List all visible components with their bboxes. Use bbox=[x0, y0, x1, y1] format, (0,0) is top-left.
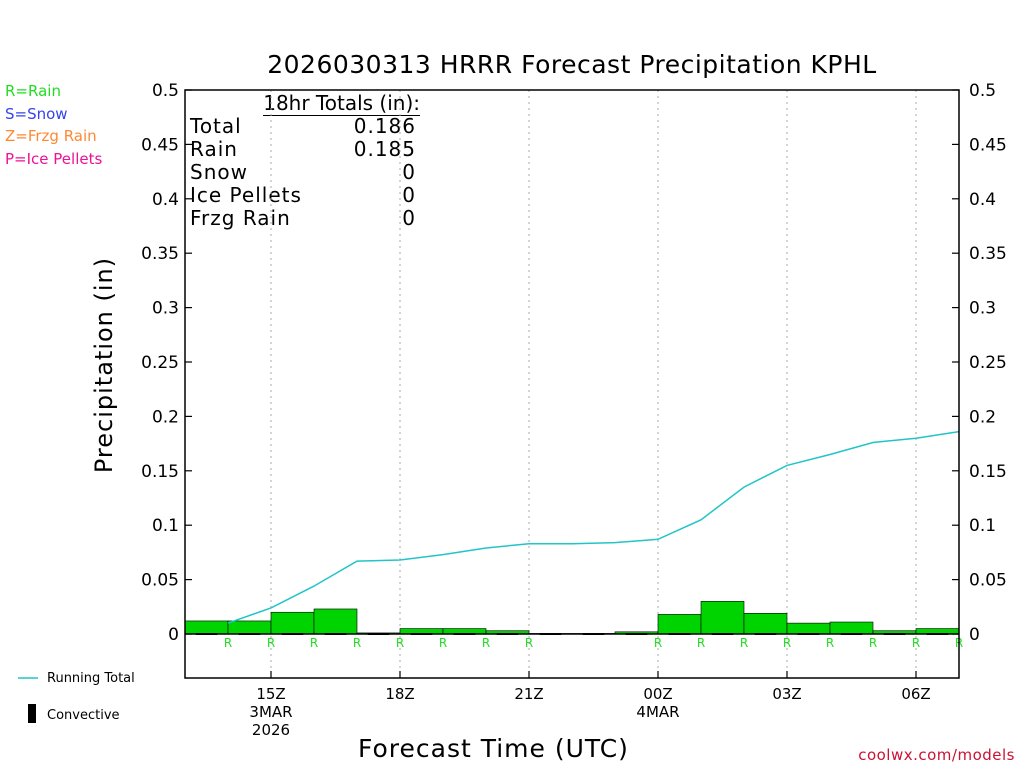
y-tick-label-left: 0.05 bbox=[141, 571, 179, 591]
ptype-marker: R bbox=[439, 636, 447, 650]
y-tick-label-left: 0.1 bbox=[152, 516, 179, 536]
x-tick-label: 21Z bbox=[514, 685, 543, 703]
y-tick-label-left: 0.3 bbox=[152, 299, 179, 319]
totals-row-label: Snow bbox=[190, 160, 248, 184]
y-tick-label-left: 0.45 bbox=[141, 135, 179, 155]
y-tick-label-right: 0.5 bbox=[969, 81, 996, 101]
plot-frame bbox=[184, 89, 960, 679]
y-tick-label-left: 0 bbox=[168, 625, 179, 645]
totals-row-value: 0 bbox=[402, 160, 416, 184]
x-tick-label: 4MAR bbox=[636, 703, 679, 721]
x-tick-label: 06Z bbox=[901, 685, 930, 703]
ptype-marker: R bbox=[224, 636, 232, 650]
ptype-legend-item: Z=Frzg Rain bbox=[5, 127, 97, 145]
precip-bar bbox=[227, 620, 272, 635]
ptype-marker: R bbox=[267, 636, 275, 650]
y-tick-label-left: 0.35 bbox=[141, 244, 179, 264]
precip-bar bbox=[786, 622, 831, 635]
totals-row-value: 0.185 bbox=[353, 137, 416, 161]
totals-row-label: Total bbox=[190, 114, 242, 138]
precip-bar bbox=[829, 621, 874, 635]
ptype-marker: R bbox=[783, 636, 791, 650]
precip-bar bbox=[743, 613, 788, 635]
ptype-marker: R bbox=[353, 636, 361, 650]
precip-bar bbox=[184, 620, 229, 635]
y-tick-label-left: 0.5 bbox=[152, 81, 179, 101]
y-tick-label-right: 0.3 bbox=[969, 299, 996, 319]
credit-text: coolwx.com/models bbox=[858, 746, 1015, 764]
y-tick-label-right: 0.2 bbox=[969, 407, 996, 427]
y-tick-label-left: 0.2 bbox=[152, 407, 179, 427]
totals-row: Ice Pellets 0 bbox=[190, 184, 422, 207]
chart-title: 2026030313 HRRR Forecast Precipitation K… bbox=[267, 50, 877, 79]
totals-header: 18hr Totals (in): bbox=[263, 91, 420, 116]
convective-legend-label: Convective bbox=[47, 708, 120, 723]
ptype-marker: R bbox=[310, 636, 318, 650]
ptype-legend-item: R=Rain bbox=[5, 82, 61, 100]
precip-bar bbox=[270, 611, 315, 635]
y-ticks-group: 0 00.05 0.050.1 0.10.15 0.150.2 0.20.25 0.250.… bbox=[141, 81, 1007, 645]
ptype-marker: R bbox=[525, 636, 533, 650]
ptype-legend-item: S=Snow bbox=[5, 104, 68, 123]
x-tick-label: 18Z bbox=[385, 685, 414, 703]
totals-row-value: 0 bbox=[402, 206, 416, 230]
totals-row-label: Ice Pellets bbox=[190, 183, 302, 207]
running-total-line bbox=[227, 430, 960, 624]
ptype-marker: R bbox=[740, 636, 748, 650]
y-tick-label-right: 0.25 bbox=[969, 353, 1007, 373]
y-tick-label-right: 0.45 bbox=[969, 135, 1007, 155]
ptype-legend-item: P=Ice Pellets bbox=[5, 149, 103, 168]
bars-group bbox=[184, 601, 960, 635]
x-tick-label: 2026 bbox=[252, 721, 290, 739]
y-tick-label-left: 0.4 bbox=[152, 190, 179, 210]
totals-row-label: Rain bbox=[190, 137, 238, 161]
y-tick-label-right: 0 bbox=[969, 625, 980, 645]
y-tick-label-right: 0.05 bbox=[969, 571, 1007, 591]
totals-row-value: 0 bbox=[402, 183, 416, 207]
ptype-marker: R bbox=[697, 636, 705, 650]
x-tick-label: 03Z bbox=[772, 685, 801, 703]
y-tick-label-right: 0.4 bbox=[969, 190, 996, 210]
ptype-marker: R bbox=[654, 636, 662, 650]
y-tick-label-left: 0.15 bbox=[141, 462, 179, 482]
y-tick-label-right: 0.1 bbox=[969, 516, 996, 536]
ptype-marker: R bbox=[482, 636, 490, 650]
ptype-marker: R bbox=[826, 636, 834, 650]
x-axis-label: Forecast Time (UTC) bbox=[358, 734, 629, 763]
ptype-marker: R bbox=[912, 636, 920, 650]
precip-bar bbox=[700, 601, 745, 635]
totals-row: Rain 0.185 bbox=[190, 138, 422, 161]
precip-bar bbox=[313, 608, 358, 635]
ptype-marker: R bbox=[869, 636, 877, 650]
totals-row-label: Frzg Rain bbox=[190, 206, 291, 230]
convective-legend-swatch bbox=[28, 704, 36, 723]
precip-bar bbox=[657, 614, 702, 635]
y-tick-label-left: 0.25 bbox=[141, 353, 179, 373]
totals-row: Snow 0 bbox=[190, 161, 422, 184]
ptype-marker: R bbox=[396, 636, 404, 650]
y-tick-label-right: 0.15 bbox=[969, 462, 1007, 482]
grid-lines bbox=[270, 90, 917, 678]
x-tick-label: 00Z bbox=[643, 685, 672, 703]
x-tick-label: 15Z bbox=[256, 685, 285, 703]
totals-row: Frzg Rain 0 bbox=[190, 207, 422, 230]
running-total-legend-label: Running Total bbox=[47, 671, 135, 686]
x-tick-label: 3MAR bbox=[249, 703, 292, 721]
y-tick-label-right: 0.35 bbox=[969, 244, 1007, 264]
bottom-legend: Running Total Convective bbox=[18, 671, 135, 723]
